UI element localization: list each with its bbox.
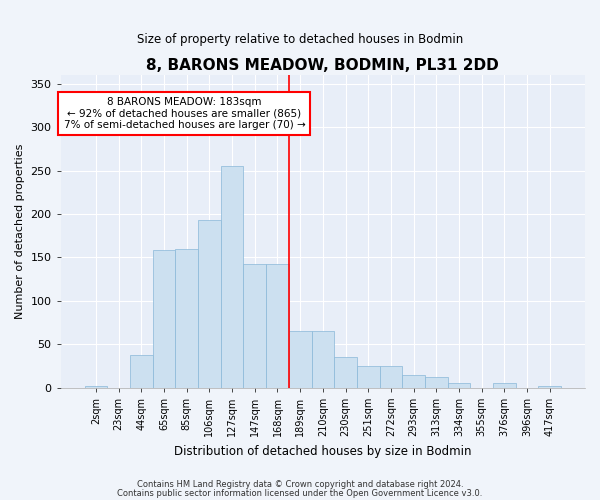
- Text: 8 BARONS MEADOW: 183sqm
← 92% of detached houses are smaller (865)
7% of semi-de: 8 BARONS MEADOW: 183sqm ← 92% of detache…: [64, 97, 305, 130]
- Bar: [311, 331, 334, 388]
- Text: Contains HM Land Registry data © Crown copyright and database right 2024.: Contains HM Land Registry data © Crown c…: [137, 480, 463, 489]
- Bar: [198, 220, 221, 388]
- Bar: [538, 386, 561, 388]
- Bar: [152, 250, 175, 388]
- Bar: [334, 357, 357, 388]
- Y-axis label: Number of detached properties: Number of detached properties: [15, 144, 25, 319]
- Bar: [357, 366, 380, 388]
- X-axis label: Distribution of detached houses by size in Bodmin: Distribution of detached houses by size …: [174, 444, 472, 458]
- Text: Contains public sector information licensed under the Open Government Licence v3: Contains public sector information licen…: [118, 488, 482, 498]
- Bar: [266, 264, 289, 388]
- Text: Size of property relative to detached houses in Bodmin: Size of property relative to detached ho…: [137, 32, 463, 46]
- Bar: [493, 384, 516, 388]
- Bar: [289, 331, 311, 388]
- Bar: [130, 354, 152, 388]
- Bar: [448, 384, 470, 388]
- Title: 8, BARONS MEADOW, BODMIN, PL31 2DD: 8, BARONS MEADOW, BODMIN, PL31 2DD: [146, 58, 499, 72]
- Bar: [85, 386, 107, 388]
- Bar: [425, 377, 448, 388]
- Bar: [221, 166, 244, 388]
- Bar: [402, 376, 425, 388]
- Bar: [244, 264, 266, 388]
- Bar: [175, 248, 198, 388]
- Bar: [380, 366, 402, 388]
